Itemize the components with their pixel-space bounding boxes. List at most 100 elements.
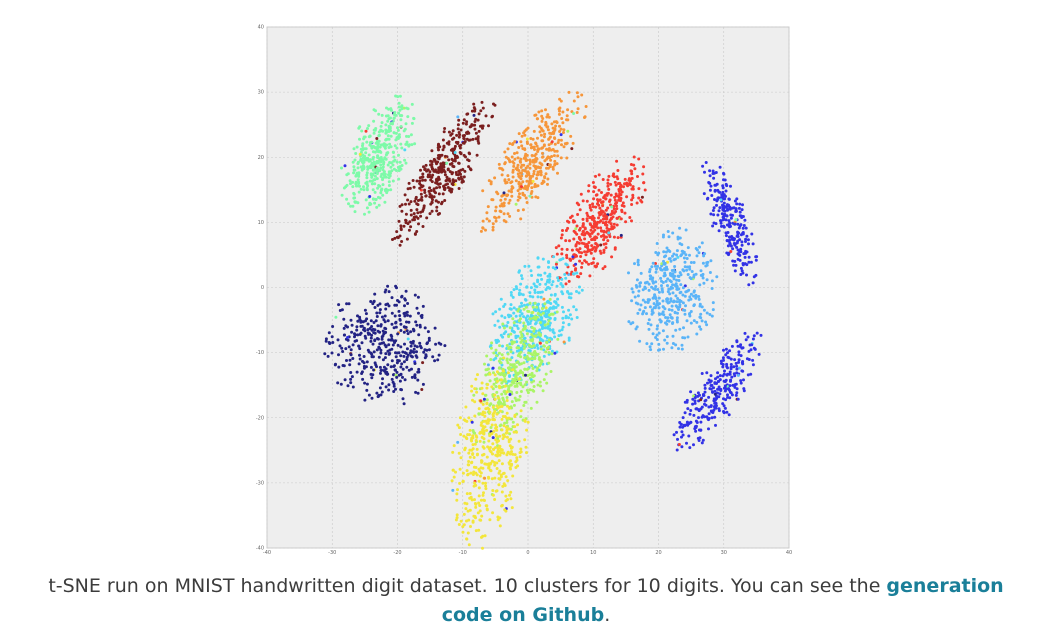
generation-code-link[interactable]: generation code on Github bbox=[441, 575, 1004, 626]
data-point bbox=[514, 202, 518, 206]
data-point bbox=[547, 260, 550, 264]
data-point bbox=[456, 115, 460, 119]
data-point bbox=[373, 361, 377, 365]
data-point bbox=[513, 384, 517, 388]
data-point bbox=[391, 380, 395, 384]
data-point bbox=[516, 163, 520, 167]
data-point bbox=[356, 166, 360, 170]
data-point bbox=[604, 220, 608, 224]
data-point bbox=[699, 312, 703, 316]
data-point bbox=[392, 155, 396, 159]
data-point bbox=[677, 279, 681, 282]
data-point bbox=[375, 311, 379, 315]
data-point bbox=[598, 206, 602, 210]
data-point bbox=[730, 206, 734, 210]
data-point bbox=[436, 160, 440, 164]
data-point bbox=[722, 379, 726, 383]
data-point bbox=[641, 172, 645, 176]
data-point bbox=[548, 131, 552, 135]
data-point bbox=[348, 363, 352, 367]
data-point bbox=[358, 137, 361, 141]
data-point bbox=[622, 185, 625, 189]
data-point bbox=[451, 468, 455, 472]
data-point bbox=[542, 354, 546, 358]
data-point bbox=[736, 252, 740, 256]
data-point bbox=[397, 133, 401, 137]
data-point bbox=[740, 208, 744, 212]
data-point bbox=[502, 191, 506, 195]
data-point bbox=[576, 213, 580, 216]
data-point bbox=[601, 204, 605, 208]
data-point bbox=[710, 287, 714, 290]
data-point bbox=[376, 324, 380, 328]
data-point bbox=[531, 337, 535, 341]
data-point bbox=[542, 348, 546, 352]
data-point bbox=[471, 473, 475, 476]
data-point bbox=[534, 322, 537, 326]
data-point bbox=[506, 147, 510, 151]
data-point bbox=[531, 179, 535, 183]
data-point bbox=[709, 259, 713, 263]
data-point bbox=[734, 361, 738, 365]
data-point bbox=[655, 327, 659, 331]
data-point bbox=[428, 173, 431, 177]
data-point bbox=[497, 396, 500, 400]
y-tick-label: 10 bbox=[258, 220, 264, 226]
data-point bbox=[442, 161, 446, 165]
data-point bbox=[430, 160, 434, 164]
data-point bbox=[451, 488, 455, 492]
data-point bbox=[375, 315, 379, 318]
data-point bbox=[470, 389, 474, 393]
data-point bbox=[410, 102, 414, 106]
data-point bbox=[500, 173, 504, 177]
data-point bbox=[669, 299, 673, 303]
data-point bbox=[543, 271, 547, 275]
data-point bbox=[706, 417, 710, 421]
data-point bbox=[437, 177, 441, 181]
data-point bbox=[707, 395, 711, 399]
data-point bbox=[561, 121, 565, 125]
data-point bbox=[375, 205, 379, 209]
data-point bbox=[559, 133, 563, 137]
data-point bbox=[532, 329, 536, 333]
data-point bbox=[510, 445, 514, 449]
data-point bbox=[351, 204, 355, 208]
data-point bbox=[523, 133, 527, 137]
data-point bbox=[671, 254, 674, 258]
data-point bbox=[482, 397, 486, 401]
data-point bbox=[524, 400, 528, 404]
data-point bbox=[699, 327, 703, 331]
data-point bbox=[383, 146, 387, 150]
data-point bbox=[501, 398, 505, 402]
data-point bbox=[386, 349, 390, 353]
data-point bbox=[675, 253, 679, 257]
data-point bbox=[714, 377, 717, 381]
data-point bbox=[714, 406, 718, 410]
data-point bbox=[678, 236, 682, 240]
data-point bbox=[408, 351, 412, 355]
data-point bbox=[520, 144, 524, 148]
data-point bbox=[582, 233, 586, 237]
data-point bbox=[721, 365, 725, 369]
data-point bbox=[607, 174, 611, 178]
data-point bbox=[576, 107, 580, 111]
data-point bbox=[327, 331, 331, 335]
data-point bbox=[601, 178, 605, 181]
data-point bbox=[521, 147, 525, 151]
data-point bbox=[501, 433, 505, 437]
data-point bbox=[365, 173, 369, 177]
data-point bbox=[658, 318, 662, 322]
data-point bbox=[713, 381, 717, 385]
data-point bbox=[459, 519, 463, 523]
data-point bbox=[613, 198, 617, 202]
data-point bbox=[328, 342, 332, 345]
data-point bbox=[365, 186, 369, 190]
data-point bbox=[650, 265, 654, 269]
data-point bbox=[468, 138, 472, 142]
data-point bbox=[502, 451, 506, 455]
data-point bbox=[401, 375, 404, 379]
data-point bbox=[677, 443, 681, 446]
data-point bbox=[693, 399, 697, 403]
data-point bbox=[517, 195, 521, 199]
data-point bbox=[345, 302, 349, 306]
